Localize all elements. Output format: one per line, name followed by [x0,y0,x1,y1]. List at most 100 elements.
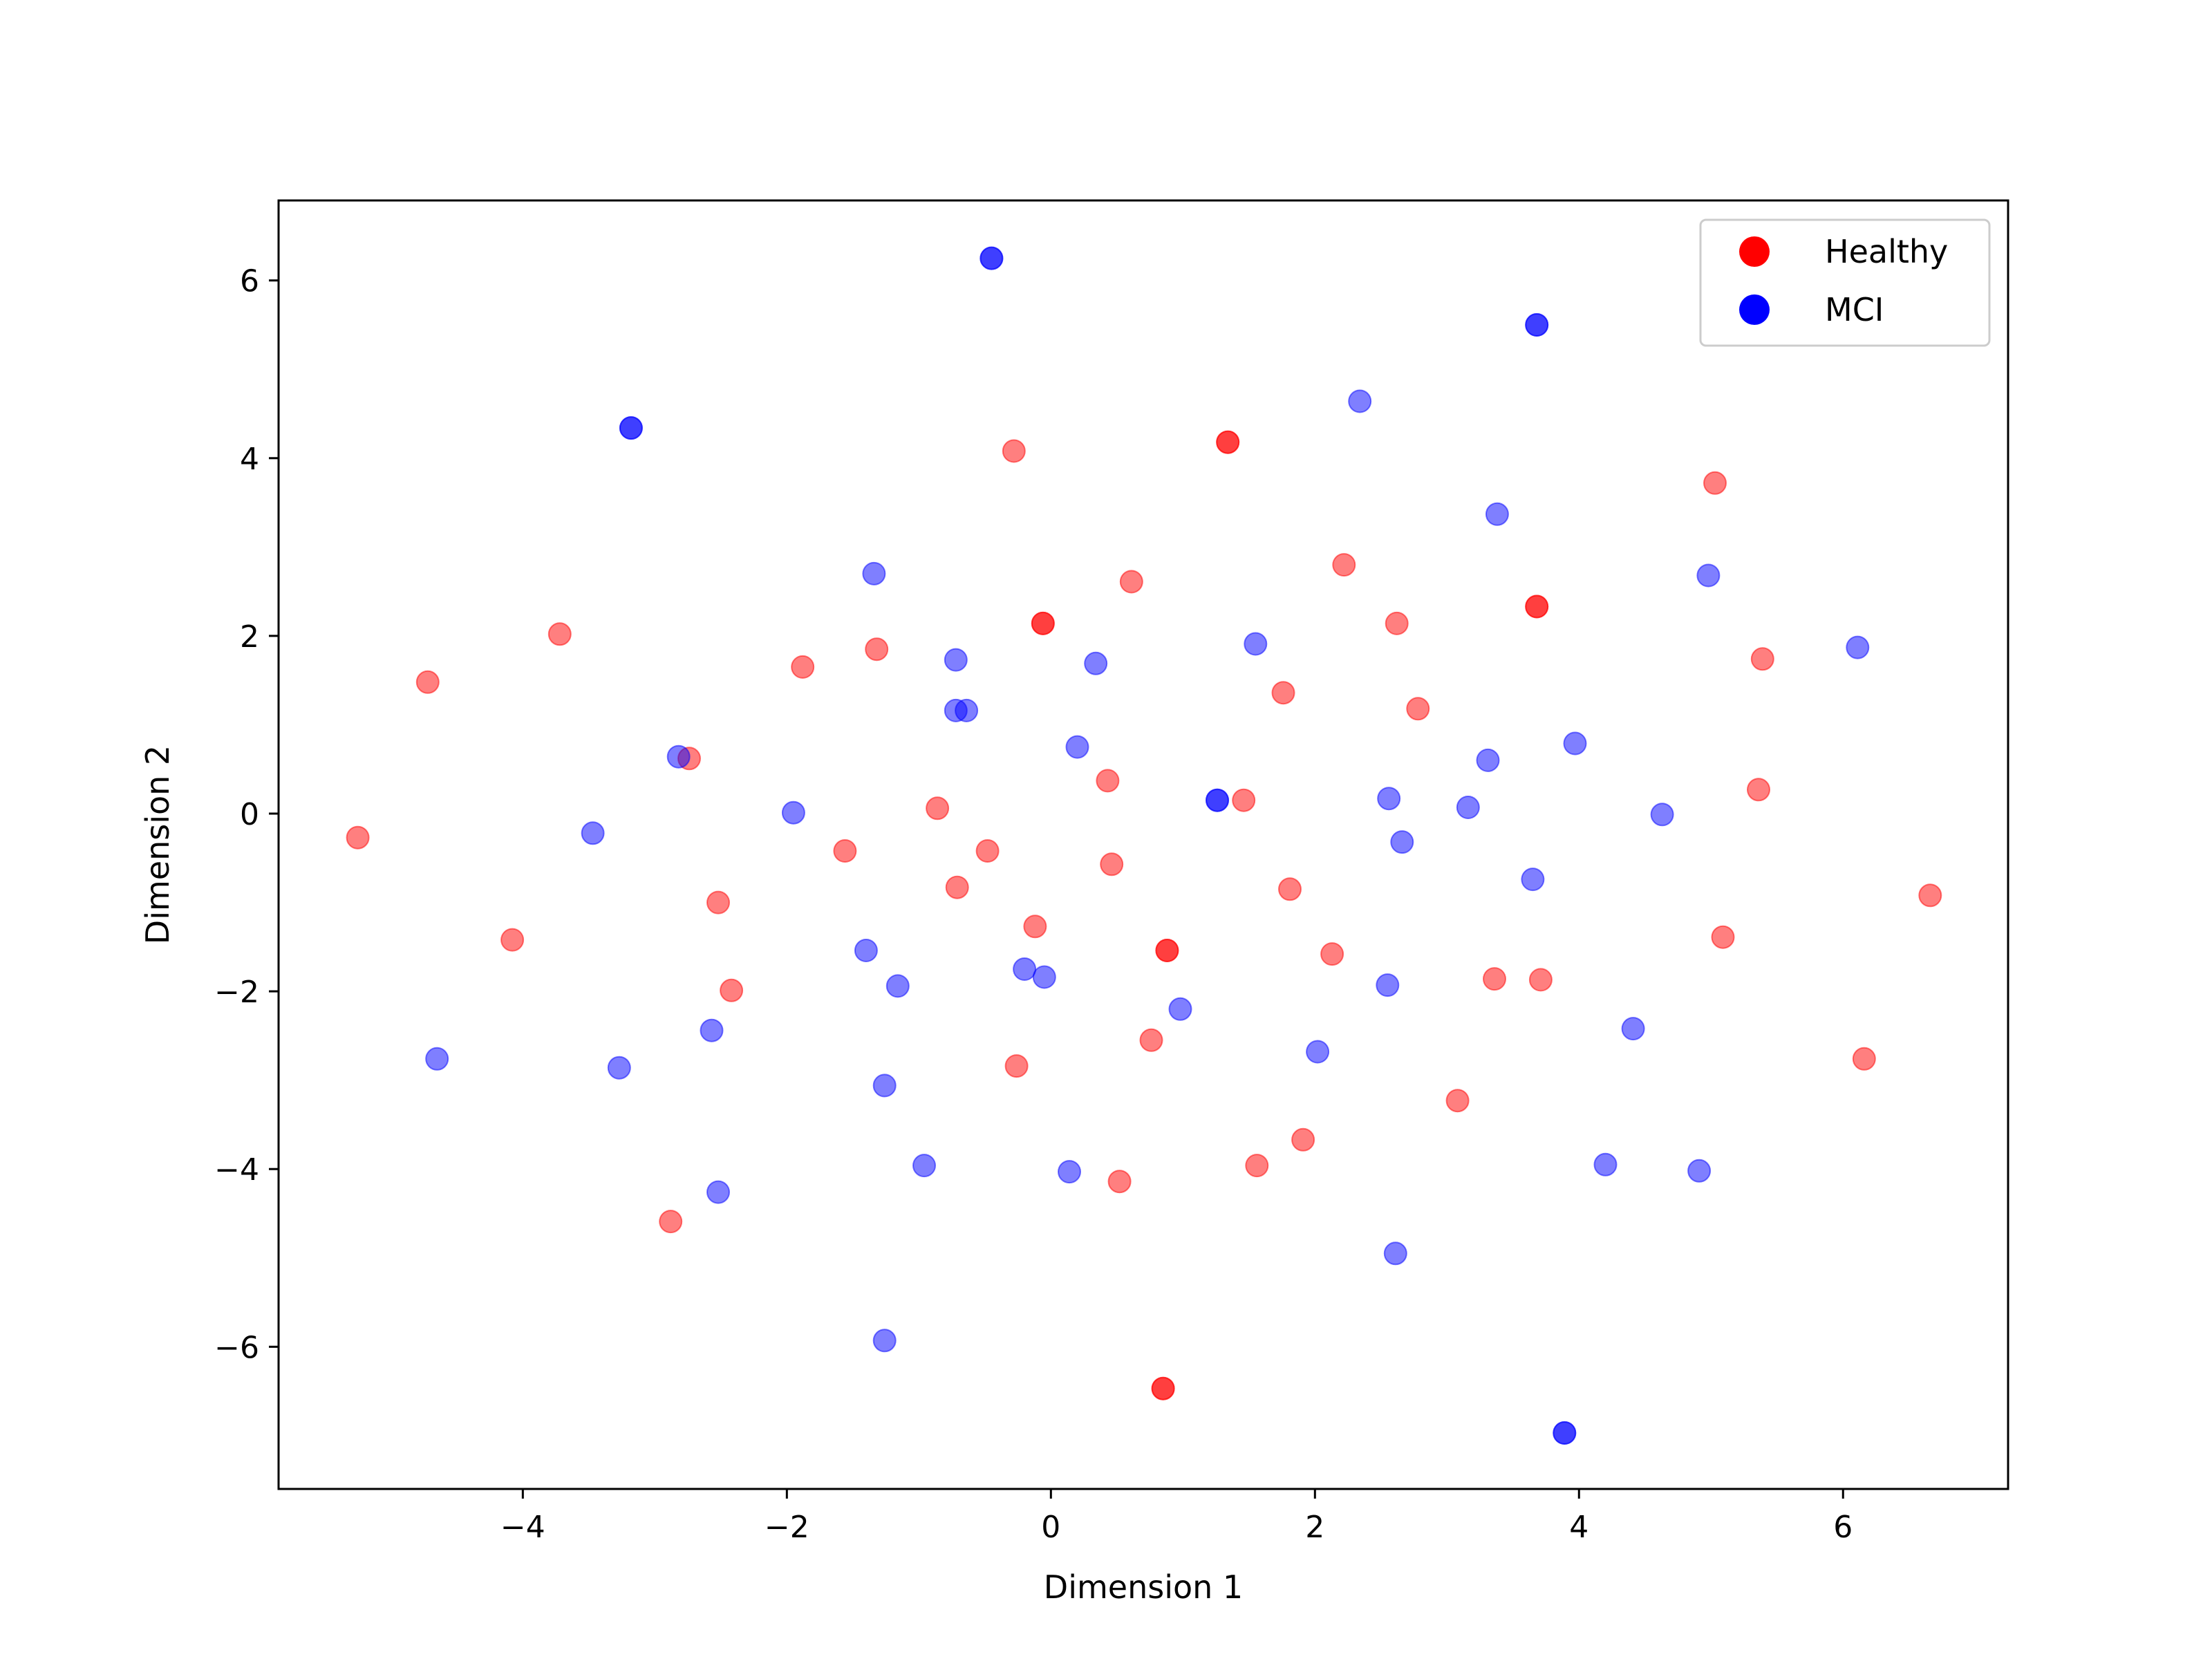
point-mci-2 [607,1056,631,1080]
point-mci-32 [1377,787,1401,811]
point-mci-5 [666,744,691,769]
point-healthy-43 [1711,925,1735,949]
point-healthy-28 [1232,788,1256,812]
y-tick-label: 4 [240,442,259,477]
point-healthy-34 [1332,553,1356,577]
point-mci-22 [1058,1160,1081,1184]
point-mci-44 [1593,1152,1618,1177]
point-healthy-3 [547,622,572,646]
point-mci-4 [619,416,643,440]
point-healthy-41 [1528,968,1553,992]
point-mci-30 [1348,389,1372,413]
legend-marker-healthy [1739,236,1770,267]
point-healthy-13 [975,839,1000,863]
point-healthy-19 [1096,769,1120,793]
point-mci-48 [1696,563,1721,588]
point-healthy-11 [926,796,950,821]
x-tick-label: 0 [1041,1510,1060,1545]
point-healthy-22 [1139,1028,1163,1052]
point-healthy-36 [1406,697,1430,721]
x-tick-label: 6 [1833,1510,1853,1545]
point-healthy-38 [1483,967,1506,991]
point-mci-9 [854,939,878,962]
point-healthy-45 [1750,647,1774,671]
point-healthy-46 [1852,1047,1876,1071]
points-layer [346,246,1942,1445]
point-mci-36 [1476,748,1500,772]
point-healthy-0 [346,825,370,850]
point-mci-17 [955,698,979,722]
point-healthy-30 [1271,681,1295,705]
point-healthy-49 [1151,1376,1175,1400]
point-mci-7 [706,1180,730,1204]
point-mci-0 [425,1047,449,1071]
point-healthy-12 [945,875,969,899]
point-healthy-40 [1525,594,1549,619]
point-healthy-37 [1445,1089,1470,1113]
point-mci-21 [1032,965,1056,989]
point-mci-38 [1521,868,1545,892]
point-mci-49 [1846,635,1870,659]
point-mci-11 [872,1074,897,1098]
point-healthy-33 [1320,942,1344,966]
x-tick-label: −4 [500,1510,545,1545]
point-healthy-31 [1278,877,1302,901]
point-mci-20 [1013,957,1037,981]
point-healthy-5 [706,890,730,915]
point-healthy-1 [415,670,440,694]
point-mci-23 [1065,735,1089,759]
point-mci-47 [1687,1159,1712,1183]
point-healthy-23 [1107,1170,1132,1194]
point-healthy-25 [1155,939,1179,962]
point-healthy-8 [791,655,815,679]
x-tick-label: 4 [1569,1510,1588,1545]
point-healthy-29 [1245,1154,1269,1178]
point-healthy-14 [1002,439,1026,463]
y-axis-ticks: −6 −4 −2 0 2 4 6 [214,264,279,1365]
point-mci-33 [1383,1241,1407,1266]
y-tick-label: 2 [240,619,259,655]
x-tick-label: 2 [1305,1510,1324,1545]
point-mci-42 [1553,1421,1577,1445]
point-healthy-27 [1216,430,1240,454]
point-mci-16 [944,648,968,672]
legend: Healthy MCI [1699,218,1991,347]
point-mci-29 [1306,1040,1330,1064]
point-mci-14 [912,1154,936,1178]
point-mci-13 [872,1329,897,1353]
point-healthy-18 [1031,611,1055,635]
x-tick-label: −2 [765,1510,809,1545]
point-mci-6 [700,1018,724,1042]
y-tick-label: −2 [214,975,259,1010]
legend-label-healthy: Healthy [1825,233,1948,270]
point-mci-43 [1563,731,1587,756]
y-axis-label: Dimension 2 [139,745,176,944]
point-mci-25 [1168,997,1192,1021]
y-tick-label: 0 [240,797,259,832]
point-mci-37 [1485,502,1509,526]
point-mci-12 [885,974,910,998]
point-healthy-10 [865,637,889,662]
y-tick-label: −4 [214,1152,259,1188]
point-healthy-6 [720,978,744,1002]
point-mci-35 [1456,796,1480,819]
x-axis-label: Dimension 1 [1044,1568,1243,1606]
point-mci-46 [1650,803,1674,827]
point-healthy-47 [1918,883,1942,908]
point-mci-40 [1525,313,1549,337]
plot-area-frame [277,199,2009,1490]
point-healthy-42 [1703,471,1727,495]
point-healthy-35 [1385,611,1409,635]
point-mci-8 [781,800,805,825]
point-healthy-21 [1119,570,1143,594]
point-mci-1 [581,821,605,845]
x-axis-ticks: −4 −2 0 2 4 6 [500,1489,1853,1545]
point-mci-24 [1084,651,1108,675]
point-healthy-20 [1100,852,1124,877]
point-healthy-7 [659,1210,683,1234]
point-mci-27 [1206,788,1229,812]
point-healthy-32 [1291,1127,1315,1152]
point-mci-45 [1621,1017,1645,1041]
